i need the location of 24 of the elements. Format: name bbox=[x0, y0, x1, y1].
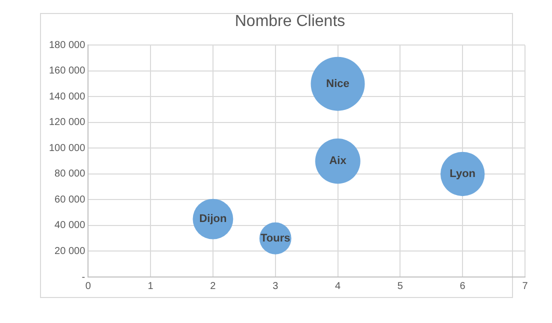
y-tick-label: 60 000 bbox=[54, 194, 86, 206]
y-tick-label: 140 000 bbox=[48, 91, 86, 102]
y-tick-label: - bbox=[82, 272, 86, 283]
x-tick-label: 4 bbox=[334, 280, 341, 292]
y-tick-label: 160 000 bbox=[48, 66, 86, 77]
annotation: Tours bbox=[260, 232, 290, 244]
x-tick-label: 3 bbox=[272, 280, 279, 292]
chart-title: Nombre Clients bbox=[234, 13, 346, 30]
annotation: Lyon bbox=[450, 168, 476, 180]
x-tick-label: 1 bbox=[148, 280, 154, 292]
x-tick-label: 5 bbox=[397, 280, 404, 292]
annotation: Dijon bbox=[199, 213, 227, 226]
x-tick-label: 2 bbox=[210, 280, 216, 292]
annotation: Aix bbox=[329, 155, 348, 168]
y-tick-label: 80 000 bbox=[54, 168, 86, 180]
x-tick-label: 7 bbox=[522, 280, 528, 292]
y-tick-label: 40 000 bbox=[54, 220, 86, 232]
y-tick-label: 180 000 bbox=[48, 40, 86, 51]
x-tick-label: 0 bbox=[85, 280, 92, 292]
y-tick-label: 20 000 bbox=[54, 246, 86, 257]
annotation: Nice bbox=[326, 78, 350, 90]
x-tick-label: 6 bbox=[460, 280, 466, 292]
y-tick-label: 100 000 bbox=[48, 142, 86, 154]
y-tick-label: 120 000 bbox=[48, 117, 86, 128]
